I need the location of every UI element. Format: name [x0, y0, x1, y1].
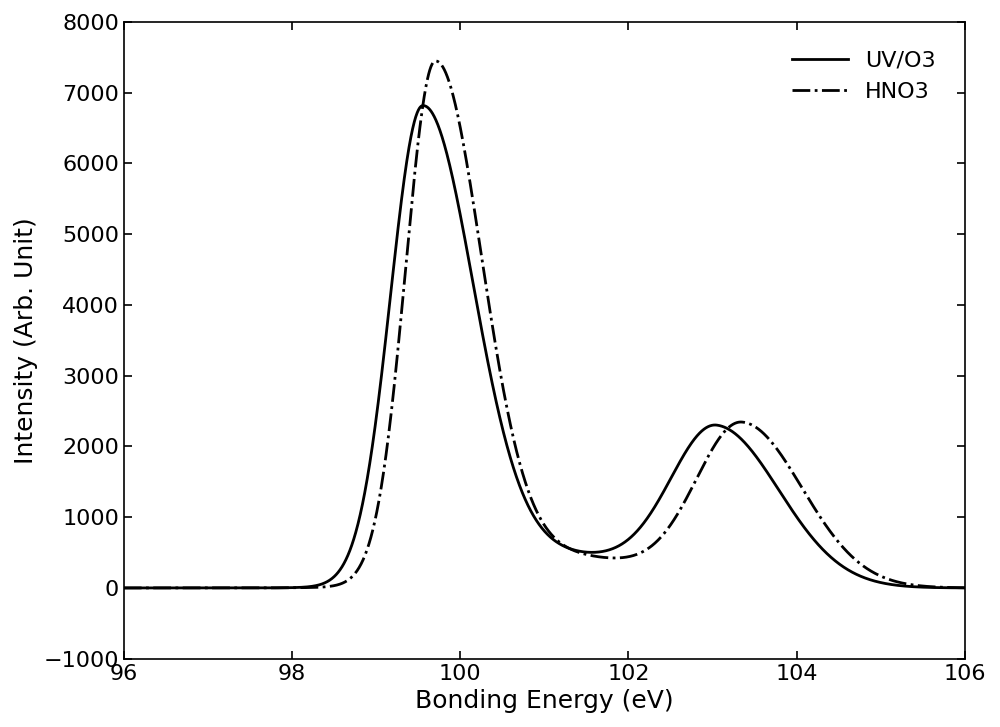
HNO3 — [441, 71, 453, 79]
Line: UV/O3: UV/O3 — [124, 105, 965, 588]
HNO3 — [264, 584, 276, 593]
HNO3 — [959, 583, 971, 592]
HNO3 — [477, 262, 489, 270]
HNO3 — [852, 558, 864, 566]
UV/O3 — [264, 584, 276, 593]
X-axis label: Bonding Energy (eV): Bonding Energy (eV) — [415, 689, 674, 713]
UV/O3 — [477, 333, 489, 342]
UV/O3 — [118, 584, 130, 593]
HNO3 — [943, 583, 955, 592]
UV/O3 — [852, 571, 864, 579]
UV/O3 — [441, 148, 453, 157]
HNO3 — [118, 584, 130, 593]
UV/O3 — [943, 583, 955, 592]
HNO3 — [214, 584, 226, 593]
UV/O3 — [214, 584, 226, 593]
Line: HNO3: HNO3 — [124, 61, 965, 588]
HNO3 — [430, 57, 442, 65]
UV/O3 — [417, 101, 429, 110]
UV/O3 — [959, 584, 971, 593]
Y-axis label: Intensity (Arb. Unit): Intensity (Arb. Unit) — [14, 217, 38, 464]
Legend: UV/O3, HNO3: UV/O3, HNO3 — [774, 33, 954, 120]
